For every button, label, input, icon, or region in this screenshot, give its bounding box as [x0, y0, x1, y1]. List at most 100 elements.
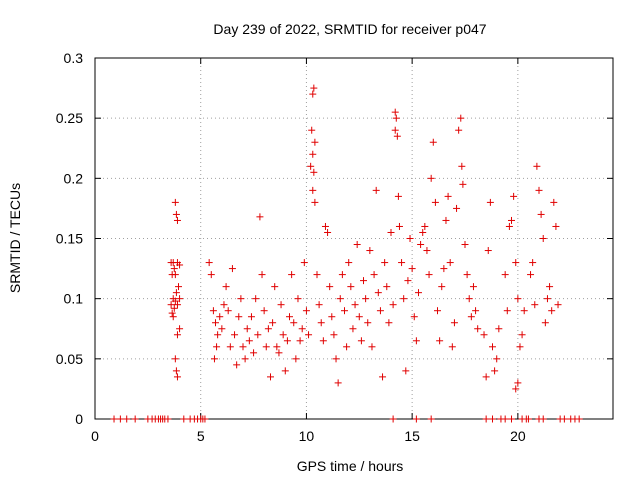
data-point — [173, 301, 181, 309]
data-point — [461, 241, 469, 249]
data-point — [431, 198, 439, 206]
data-point — [379, 373, 387, 381]
data-point — [351, 301, 359, 309]
data-point — [332, 355, 340, 363]
data-point — [279, 331, 287, 339]
data-point — [383, 283, 391, 291]
data-point — [355, 313, 363, 321]
data-point — [539, 415, 547, 423]
data-point — [336, 295, 344, 303]
data-point — [305, 331, 313, 339]
data-point — [254, 331, 262, 339]
data-point — [400, 295, 408, 303]
data-point — [362, 295, 370, 303]
data-point — [123, 415, 131, 423]
data-point — [495, 325, 503, 333]
data-point — [310, 168, 318, 176]
data-point — [256, 213, 264, 221]
chart-title: Day 239 of 2022, SRMTID for receiver p04… — [213, 21, 486, 37]
x-axis-label: GPS time / hours — [297, 458, 404, 474]
data-point — [501, 415, 509, 423]
data-point — [394, 192, 402, 200]
data-point — [310, 84, 318, 92]
data-point — [252, 295, 260, 303]
data-point — [172, 367, 180, 375]
data-point — [218, 325, 226, 333]
data-point — [392, 114, 400, 122]
data-point — [488, 415, 496, 423]
data-point — [514, 295, 522, 303]
data-point — [292, 355, 300, 363]
data-point — [173, 216, 181, 224]
data-point — [286, 313, 294, 321]
data-point — [560, 415, 568, 423]
data-point — [167, 301, 175, 309]
data-point — [472, 307, 480, 315]
data-point — [374, 289, 382, 297]
data-point — [250, 349, 258, 357]
x-tick-label: 15 — [404, 428, 420, 444]
data-point — [315, 301, 323, 309]
data-point — [317, 319, 325, 327]
data-point — [275, 349, 283, 357]
data-point — [417, 241, 425, 249]
data-point — [235, 313, 243, 321]
data-point — [169, 313, 177, 321]
y-tick-label: 0 — [75, 411, 83, 427]
data-point — [427, 415, 435, 423]
data-point — [300, 259, 308, 267]
data-point — [442, 216, 450, 224]
data-point — [575, 415, 583, 423]
data-point — [319, 337, 327, 345]
data-point — [239, 343, 247, 351]
data-point — [548, 307, 556, 315]
data-point — [414, 289, 422, 297]
data-point — [173, 331, 181, 339]
data-point — [423, 247, 431, 255]
data-point — [444, 192, 452, 200]
data-point — [266, 373, 274, 381]
data-point — [395, 222, 403, 230]
data-point — [260, 307, 268, 315]
data-point — [288, 271, 296, 279]
data-point — [328, 313, 336, 321]
data-point — [491, 367, 499, 375]
data-point — [467, 313, 475, 321]
data-point — [209, 307, 217, 315]
data-point — [512, 385, 520, 393]
data-point — [324, 228, 332, 236]
data-point — [172, 210, 180, 218]
data-point — [469, 283, 477, 291]
data-point — [214, 331, 222, 339]
data-point — [168, 309, 176, 317]
data-point — [308, 126, 316, 134]
data-point — [283, 337, 291, 345]
data-point — [550, 198, 558, 206]
x-tick-label: 20 — [510, 428, 526, 444]
data-point — [408, 265, 416, 273]
data-point — [393, 132, 401, 140]
data-point — [360, 277, 368, 285]
data-point — [482, 415, 490, 423]
data-point — [480, 331, 488, 339]
data-point — [370, 271, 378, 279]
data-point — [243, 325, 251, 333]
data-point — [368, 343, 376, 351]
data-point — [176, 325, 184, 333]
data-point — [482, 373, 490, 381]
data-point — [465, 295, 473, 303]
data-point — [271, 283, 279, 291]
data-point — [389, 415, 397, 423]
data-point — [207, 271, 215, 279]
data-point — [486, 198, 494, 206]
data-point — [311, 198, 319, 206]
data-point — [493, 355, 501, 363]
data-point — [503, 307, 511, 315]
data-point — [539, 235, 547, 242]
data-point — [170, 304, 178, 312]
data-point — [425, 271, 433, 279]
data-point — [173, 373, 181, 381]
data-point — [516, 343, 524, 351]
y-tick-label: 0.3 — [64, 50, 84, 66]
data-point — [172, 289, 180, 297]
